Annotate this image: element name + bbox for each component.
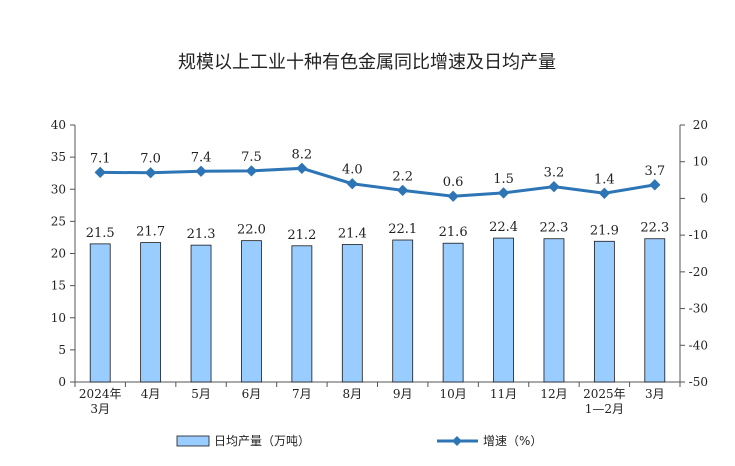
line-value-label: 7.1 [90, 151, 111, 166]
line-point [296, 162, 308, 174]
y-right-tick-label: -10 [689, 228, 708, 242]
y-right-tick-label: -40 [689, 338, 708, 352]
line-value-label: 0.6 [443, 175, 464, 190]
y-left-tick-label: 20 [51, 247, 66, 261]
legend-bar-swatch [176, 435, 210, 447]
line-point [649, 179, 661, 191]
bar [442, 242, 464, 383]
chart-title: 规模以上工业十种有色金属同比增速及日均产量 [178, 52, 556, 73]
y-left-tick-label: 25 [51, 214, 66, 228]
line-point [346, 178, 358, 190]
bar [593, 240, 615, 383]
y-left-tick-label: 35 [51, 150, 66, 164]
x-tick-label: 10月 [439, 387, 466, 401]
bar [341, 244, 363, 383]
line-value-label: 7.5 [241, 150, 262, 165]
bar-value-label: 21.4 [338, 227, 367, 242]
legend-bar-label: 日均产量（万吨） [214, 434, 310, 448]
bar [543, 238, 565, 383]
bar [644, 238, 666, 383]
bar-value-label: 21.3 [187, 227, 216, 242]
bar-value-label: 21.5 [86, 226, 115, 241]
y-right-tick-label: 0 [700, 191, 708, 205]
x-tick-label: 12月 [540, 387, 567, 401]
bar-value-label: 22.0 [237, 223, 266, 238]
bar-value-label: 21.7 [136, 225, 165, 240]
bar [89, 243, 111, 383]
line-point [598, 187, 611, 199]
bar-value-label: 22.4 [489, 220, 518, 235]
bar [140, 242, 162, 383]
line-value-label: 1.5 [493, 172, 514, 187]
y-left-tick-label: 15 [51, 279, 66, 293]
y-right-tick-label: -30 [689, 302, 708, 316]
line-point [195, 165, 207, 177]
line-value-label: 3.2 [544, 166, 565, 181]
line-value-label: 3.7 [644, 164, 665, 179]
line-value-label: 7.4 [191, 150, 212, 165]
legend-line-label: 增速（%） [483, 434, 542, 448]
line-point [144, 167, 157, 179]
bar-value-label: 22.1 [388, 222, 417, 237]
line-value-label: 1.4 [594, 172, 615, 187]
line-point [447, 190, 459, 202]
y-left-tick-label: 30 [51, 182, 66, 196]
line-value-label: 4.0 [342, 163, 363, 178]
bar [392, 239, 414, 383]
y-right-tick-label: -20 [689, 265, 708, 279]
y-left-tick-label: 40 [51, 118, 66, 132]
x-tick-label: 2025年 1—2月 [583, 387, 626, 416]
x-tick-label: 3月 [645, 387, 665, 401]
bar-value-label: 21.9 [590, 223, 619, 238]
line-value-label: 2.2 [392, 169, 413, 184]
x-tick-label: 2024年 3月 [79, 387, 122, 416]
line-value-label: 7.0 [140, 152, 161, 167]
line-point [245, 165, 258, 177]
bar [190, 244, 212, 383]
x-tick-label: 6月 [242, 387, 262, 401]
y-right-tick-label: 10 [693, 155, 708, 169]
y-right-tick-label: -50 [689, 375, 708, 389]
bar-value-label: 22.3 [640, 221, 669, 236]
y-left-tick-label: 10 [51, 311, 66, 325]
y-left-tick-label: 0 [58, 375, 66, 389]
bar-value-label: 21.6 [439, 225, 468, 240]
x-tick-label: 5月 [191, 387, 211, 401]
line-point [94, 166, 106, 179]
growth-line [100, 166, 656, 198]
bar-value-label: 22.3 [539, 221, 568, 236]
bar [493, 237, 514, 383]
y-left-tick-label: 5 [58, 343, 66, 357]
bar [241, 240, 262, 383]
x-tick-label: 4月 [141, 387, 161, 401]
x-tick-label: 8月 [342, 387, 362, 401]
bar-value-label: 21.2 [287, 228, 316, 243]
line-point [497, 187, 510, 199]
line-point [548, 181, 560, 193]
legend-line-marker [452, 436, 462, 446]
bar [291, 245, 313, 383]
line-value-label: 8.2 [292, 147, 313, 162]
y-right-tick-label: 20 [693, 118, 708, 132]
x-tick-label: 7月 [292, 387, 312, 401]
x-tick-label: 11月 [490, 387, 517, 401]
x-tick-label: 9月 [393, 387, 413, 401]
line-point [397, 184, 409, 197]
